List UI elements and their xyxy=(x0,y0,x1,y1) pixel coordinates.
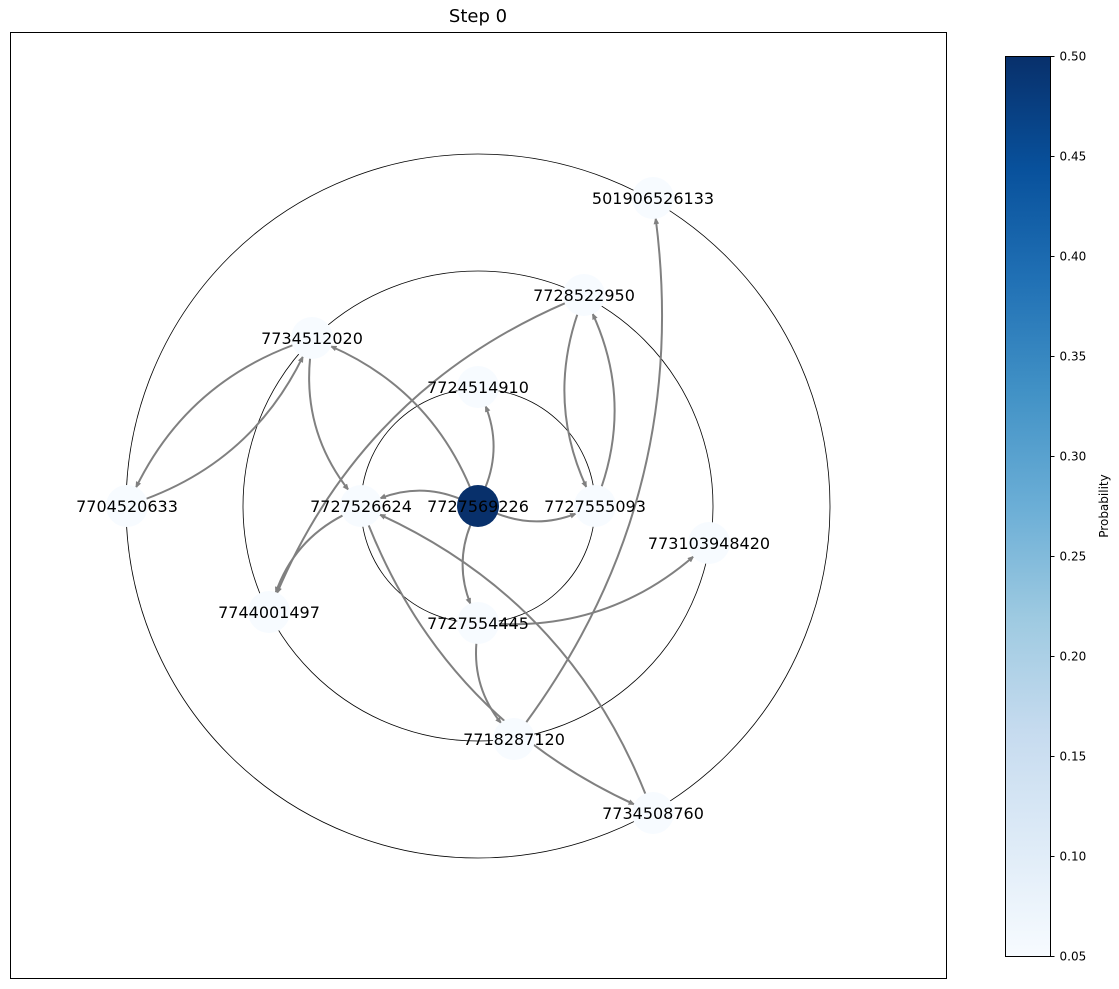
colorbar-tick-label: 0.25 xyxy=(1060,550,1087,564)
node-7734508760: 7734508760 xyxy=(602,792,704,834)
colorbar: 0.05 0.10 0.15 0.20 0.25 0.30 0.35 0.40 0.45 0.50… xyxy=(1005,50,1111,964)
node-circle xyxy=(632,177,674,219)
node-circle xyxy=(563,274,605,316)
edge-7727554445-to-773103948420 xyxy=(497,555,695,626)
edge-7727569226-to-7727554445 xyxy=(461,524,472,606)
node-7727526624: 7727526624 xyxy=(310,485,412,527)
node-7727554445: 7727554445 xyxy=(427,602,529,644)
edge-7727526624-to-7734508760 xyxy=(367,524,636,806)
colorbar-tick-label: 0.45 xyxy=(1060,150,1087,164)
node-label: 7727554445 xyxy=(427,614,529,633)
node-label: 7727526624 xyxy=(310,497,412,516)
node-7744001497: 7744001497 xyxy=(218,591,320,633)
colorbar-tick-label: 0.15 xyxy=(1060,750,1087,764)
edge-7728522950-to-7744001497 xyxy=(275,301,566,595)
colorbar-tick-label: 0.20 xyxy=(1060,650,1087,664)
node-label: 7727569226 xyxy=(427,497,529,516)
node-label: 773103948420 xyxy=(648,534,770,553)
node-label: 7734512020 xyxy=(261,329,363,348)
edge-7734512020-to-7704520633 xyxy=(134,344,294,489)
ring-2 xyxy=(242,270,714,742)
node-circle xyxy=(457,602,499,644)
node-501906526133: 501906526133 xyxy=(592,177,714,219)
edge-7734508760-to-7727526624 xyxy=(378,513,647,795)
node-circle xyxy=(574,485,616,527)
node-7734512020: 7734512020 xyxy=(261,317,363,359)
node-circle xyxy=(457,485,499,527)
edge-7704520633-to-7734512020 xyxy=(145,355,305,500)
node-label: 7728522950 xyxy=(533,286,635,305)
node-773103948420: 773103948420 xyxy=(648,522,770,564)
node-label: 7744001497 xyxy=(218,603,320,622)
colorbar-tick-label: 0.35 xyxy=(1060,350,1087,364)
colorbar-tick-label: 0.05 xyxy=(1060,950,1087,964)
edge-7727554445-to-7718287120 xyxy=(475,642,503,725)
node-label: 7724514910 xyxy=(427,378,529,397)
colorbar-gradient xyxy=(1005,56,1051,957)
node-label: 7704520633 xyxy=(76,497,178,516)
node-circle xyxy=(493,718,535,760)
node-7727555093: 7727555093 xyxy=(544,485,646,527)
node-label: 7718287120 xyxy=(463,730,565,749)
colorbar-ticks: 0.05 0.10 0.15 0.20 0.25 0.30 0.35 0.40 0.45 0.50 xyxy=(1050,50,1087,964)
edge-7727569226-to-7727555093 xyxy=(496,512,578,523)
colorbar-tick-label: 0.10 xyxy=(1060,850,1087,864)
node-circle xyxy=(632,792,674,834)
edge-7728522950-to-7727555093 xyxy=(563,313,588,489)
edge-7727569226-to-7727526624 xyxy=(378,489,460,500)
edge-layer xyxy=(134,217,695,806)
edge-7727555093-to-7728522950 xyxy=(591,312,616,488)
node-circle xyxy=(291,317,333,359)
edge-7727569226-to-7724514910 xyxy=(484,404,495,488)
node-circle xyxy=(340,485,382,527)
node-circle xyxy=(248,591,290,633)
colorbar-label: Probability xyxy=(1097,474,1111,537)
plot-frame xyxy=(10,32,947,979)
colorbar-tick-label: 0.50 xyxy=(1060,50,1087,64)
colorbar-tick-label: 0.40 xyxy=(1060,250,1087,264)
node-7727569226: 7727569226 xyxy=(427,485,529,527)
node-circle xyxy=(457,366,499,408)
node-layer: 7727569226 7724514910 7727555093 7727554445… xyxy=(76,177,770,834)
node-7704520633: 7704520633 xyxy=(76,485,178,527)
node-circle xyxy=(106,485,148,527)
edge-7734512020-to-7727526624 xyxy=(308,357,350,491)
diagram-title: Step 0 xyxy=(448,6,508,27)
node-circle xyxy=(688,522,730,564)
node-label: 501906526133 xyxy=(592,189,714,208)
edge-7727569226-to-7734512020 xyxy=(329,345,472,488)
edge-7727526624-to-7744001497 xyxy=(274,514,344,594)
node-7724514910: 7724514910 xyxy=(427,366,529,408)
node-label: 7734508760 xyxy=(602,804,704,823)
node-label: 7727555093 xyxy=(544,497,646,516)
node-7728522950: 7728522950 xyxy=(533,274,635,316)
colorbar-tick-label: 0.30 xyxy=(1060,450,1087,464)
node-7718287120: 7718287120 xyxy=(463,718,565,760)
